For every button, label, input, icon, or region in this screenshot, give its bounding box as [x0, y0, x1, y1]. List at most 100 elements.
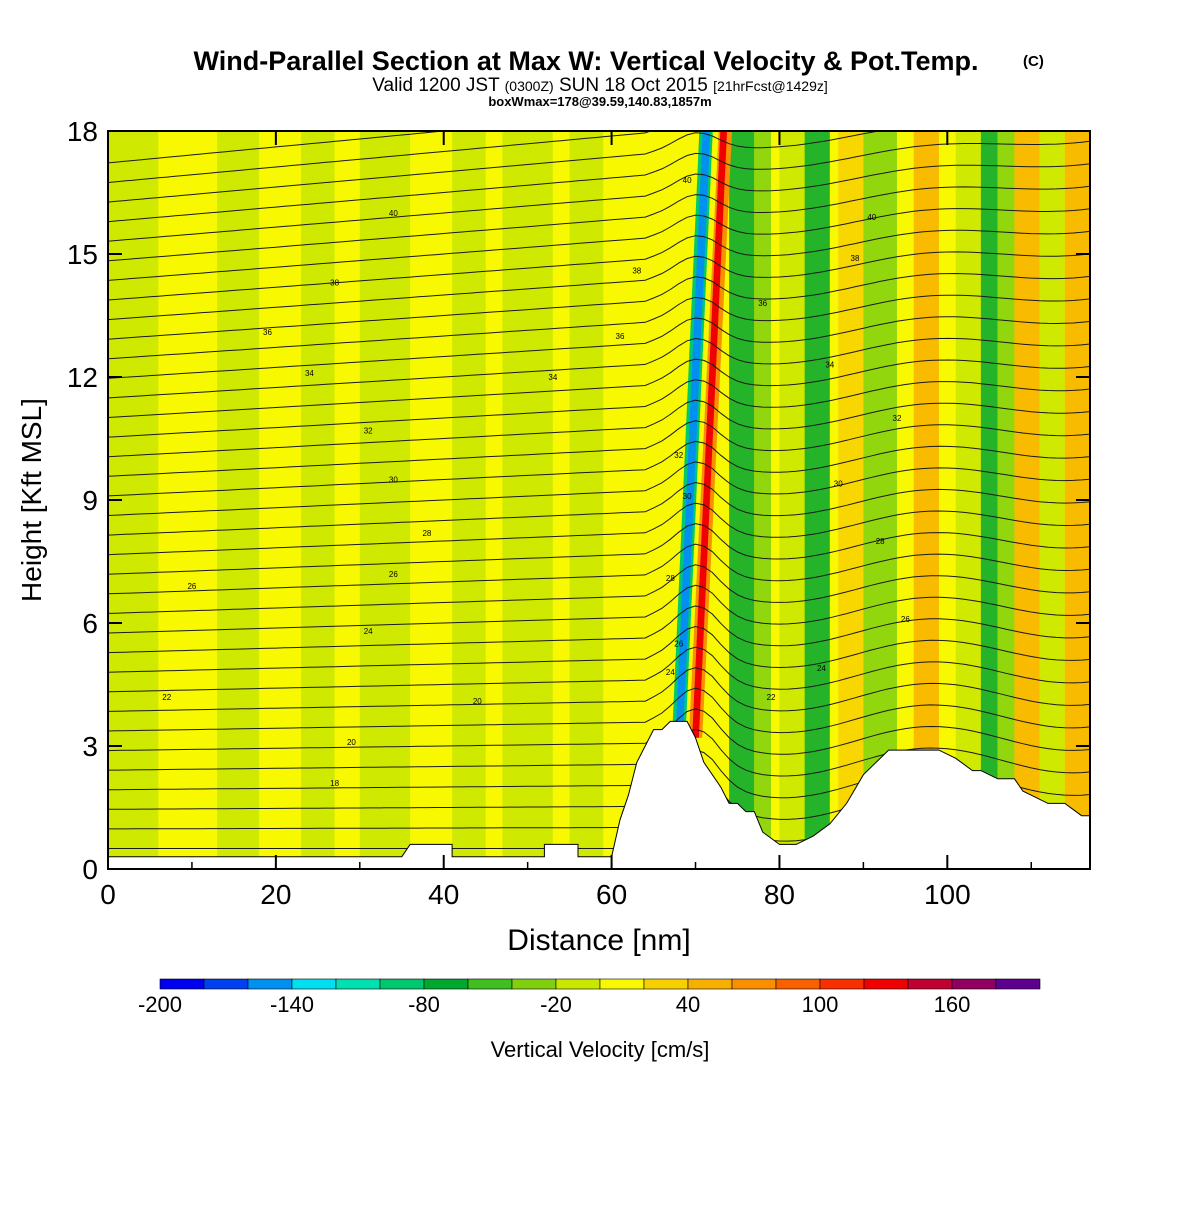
colorbar-swatch: [951, 978, 997, 990]
velocity-band: [359, 131, 411, 869]
velocity-band: [452, 131, 486, 869]
y-tick-label: 6: [82, 608, 98, 639]
subtitle-forecast: [21hrFcst@1429z]: [713, 78, 828, 94]
colorbar-swatch: [995, 978, 1041, 990]
theta-contour-label: 40: [389, 209, 398, 218]
theta-contour-label: 28: [666, 574, 675, 583]
colorbar-tick-label: -200: [138, 992, 182, 1017]
colorbar-swatch: [247, 978, 293, 990]
theta-contour-label: 26: [187, 582, 196, 591]
theta-contour-label: 26: [901, 615, 910, 624]
velocity-band: [301, 131, 335, 869]
x-tick-label: 100: [924, 879, 971, 910]
theta-contour-label: 38: [632, 266, 641, 275]
colorbar-tick-label: -20: [540, 992, 572, 1017]
theta-contour-line: [108, 646, 1090, 693]
theta-contour-label: 28: [422, 529, 431, 538]
chart-title: Wind-Parallel Section at Max W: Vertical…: [194, 46, 979, 76]
x-tick-label: 40: [428, 879, 459, 910]
colorbar-swatch: [159, 978, 205, 990]
colorbar-swatch: [907, 978, 953, 990]
theta-contour-label: 40: [683, 176, 692, 185]
theta-contour-line: [108, 708, 1090, 755]
theta-contour-label: 36: [263, 328, 272, 337]
theta-contour-line: [108, 399, 1090, 458]
theta-contour-label: 24: [817, 664, 826, 673]
theta-contours: [108, 131, 1090, 864]
y-tick-label: 18: [67, 116, 98, 147]
chart-subtitle: Valid 1200 JST (0300Z) SUN 18 Oct 2015 […: [372, 75, 828, 96]
theta-contour-line: [108, 229, 1090, 301]
theta-contour-label: 18: [330, 779, 339, 788]
theta-contour-label: 30: [683, 492, 692, 501]
y-tick-label: 9: [82, 485, 98, 516]
velocity-band: [754, 131, 772, 869]
theta-contour-line: [108, 131, 449, 164]
theta-contour-label: 34: [825, 361, 834, 370]
colorbar-swatch: [731, 978, 777, 990]
colorbar-swatch: [467, 978, 513, 990]
theta-contour-line: [108, 251, 1090, 321]
colorbar-swatch: [203, 978, 249, 990]
terrain-profile: [107, 720, 1091, 870]
velocity-band: [997, 131, 1015, 869]
theta-contour-label: 22: [767, 693, 776, 702]
subtitle-date: SUN 18 Oct 2015: [554, 75, 713, 96]
theta-contour-label: 32: [364, 426, 373, 435]
theta-contour-labels: 40 38 36 34 32 30 28 26 26 24 22 20 20 18 38 36 34 40 32 30…: [162, 176, 910, 788]
velocity-band: [158, 131, 209, 869]
colorbar-swatch: [291, 978, 337, 990]
theta-contour-line: [108, 564, 1090, 614]
theta-contour-label: 20: [473, 697, 482, 706]
theta-contour-label: 24: [364, 627, 373, 636]
colorbar-swatch: [511, 978, 557, 990]
colorbar-swatch: [819, 978, 865, 990]
velocity-band: [217, 131, 260, 869]
colorbar-swatch: [687, 978, 733, 990]
theta-contour-label: 20: [347, 738, 356, 747]
theta-contour-line: [108, 461, 1090, 516]
theta-contour-line: [108, 185, 1090, 262]
colorbar-swatch: [555, 978, 601, 990]
y-tick-label: 3: [82, 731, 98, 762]
theta-contour-line: [108, 131, 653, 183]
theta-contour-line: [108, 502, 1090, 556]
colorbar-swatch: [599, 978, 645, 990]
theta-contour-line: [108, 337, 1090, 399]
x-tick-label: 20: [260, 879, 291, 910]
colorbar-swatch: [775, 978, 821, 990]
theta-contour-label: 26: [674, 640, 683, 649]
y-axis-label: Height [Kft MSL]: [16, 398, 47, 602]
chart-subtitle2: boxWmax=178@39.59,140.83,1857m: [488, 94, 711, 109]
x-tick-label: 0: [100, 879, 116, 910]
theta-contour-label: 34: [305, 369, 314, 378]
theta-contour-line: [108, 728, 1090, 777]
velocity-band: [729, 131, 755, 869]
velocity-band: [955, 131, 981, 869]
theta-contour-label: 24: [666, 668, 675, 677]
colorbar-swatch: [863, 978, 909, 990]
theta-contour-line: [108, 687, 1090, 734]
x-axis-label: Distance [nm]: [507, 924, 690, 957]
theta-contour-line: [108, 294, 1090, 360]
colorbar-swatch: [643, 978, 689, 990]
theta-contour-line: [108, 208, 1090, 281]
theta-contour-label: 38: [330, 279, 339, 288]
theta-contour-line: [108, 481, 1090, 536]
colorbar-tick-label: -80: [408, 992, 440, 1017]
y-tick-label: 15: [67, 239, 98, 270]
colorbar-tick-label: 40: [676, 992, 700, 1017]
theta-contour-label: 34: [548, 373, 557, 382]
theta-contour-label: 30: [389, 476, 398, 485]
colorbar-swatch: [423, 978, 469, 990]
theta-contour-line: [108, 358, 1090, 418]
velocity-band: [1039, 131, 1065, 869]
colorbar-swatch: [335, 978, 381, 990]
theta-contour-line: [108, 379, 1090, 438]
subtitle-utc: (0300Z): [505, 78, 554, 94]
x-axis: 0 20 40 60 80 100: [100, 131, 1032, 910]
updraft-core: [692, 131, 728, 738]
